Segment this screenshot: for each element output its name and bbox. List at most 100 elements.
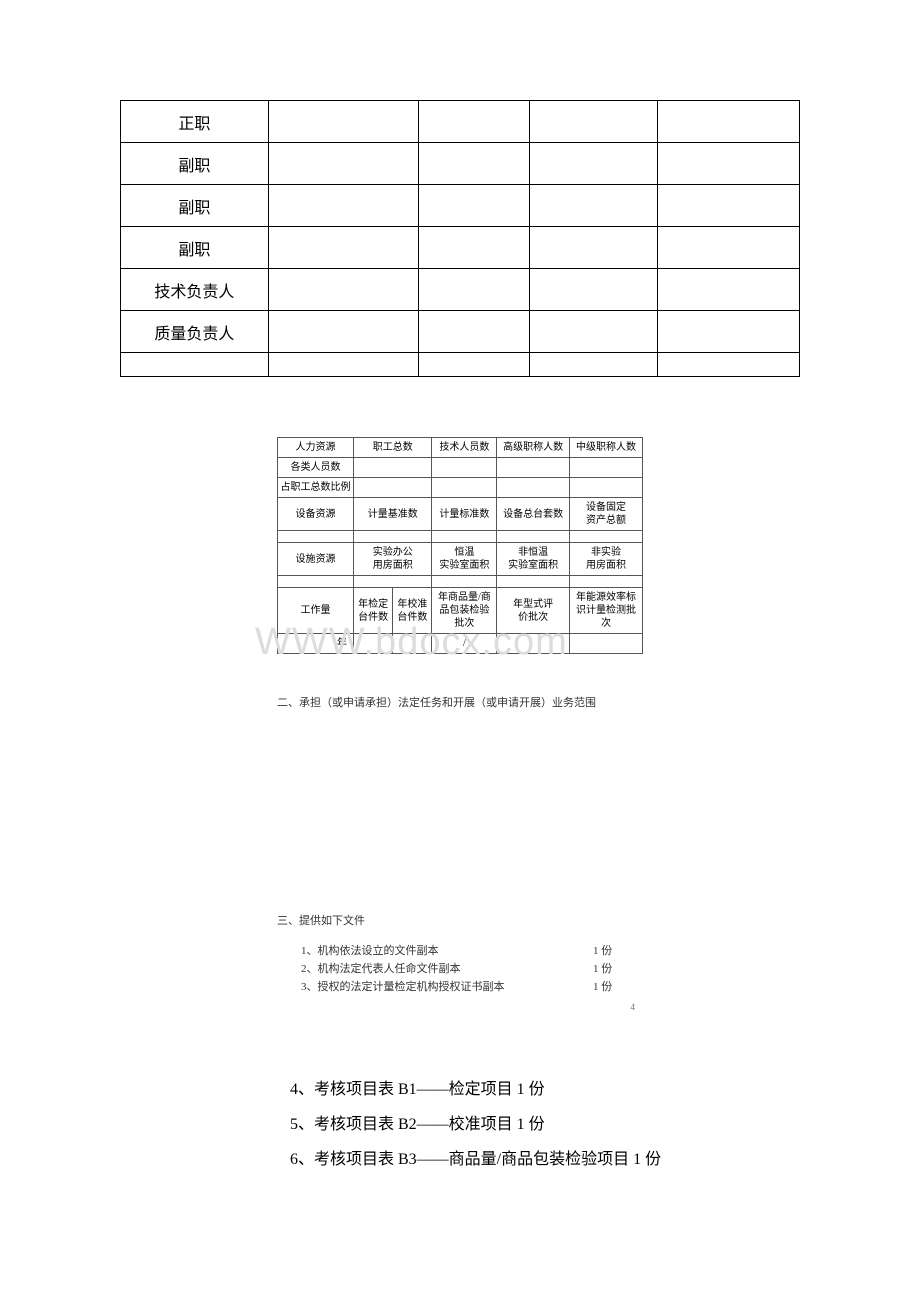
header-cell: 中级职称人数 <box>570 438 643 458</box>
header-cell: 非恒温实验室面积 <box>497 543 570 576</box>
file-count: 1 份 <box>593 960 643 976</box>
empty-cell <box>530 227 658 269</box>
header-cell: 年商品量/商品包装检验批次 <box>432 588 497 634</box>
role-cell: 正职 <box>121 101 269 143</box>
table-row: 副职 <box>121 143 800 185</box>
file-row: 3、授权的法定计量检定机构授权证书副本 1 份 <box>301 978 643 994</box>
empty-cell <box>497 576 570 588</box>
section-2: 二、承担（或申请承担）法定任务和开展（或申请开展）业务范围 <box>277 694 643 872</box>
empty-cell <box>658 269 800 311</box>
header-cell: 技术人员数 <box>432 438 497 458</box>
body-line: 5、考核项目表 B2——校准项目 1 份 <box>290 1107 810 1142</box>
empty-cell <box>570 531 643 543</box>
table-row: 人力资源 职工总数 技术人员数 高级职称人数 中级职称人数 <box>278 438 643 458</box>
empty-cell <box>497 458 570 478</box>
role-cell <box>121 353 269 377</box>
role-cell: 副职 <box>121 227 269 269</box>
header-cell: 设备总台套数 <box>497 498 570 531</box>
table-row: 年 / <box>278 634 643 654</box>
header-cell: 职工总数 <box>354 438 432 458</box>
empty-cell <box>530 311 658 353</box>
empty-cell <box>432 576 497 588</box>
empty-cell <box>278 576 354 588</box>
table-row: 质量负责人 <box>121 311 800 353</box>
table-row: 各类人员数 <box>278 458 643 478</box>
empty-cell <box>268 185 418 227</box>
empty-cell <box>530 353 658 377</box>
empty-cell <box>570 634 643 654</box>
personnel-table: 正职 副职 副职 副职 技术负责人 <box>120 100 800 377</box>
header-cell: 工作量 <box>278 588 354 634</box>
table-row: 设施资源 实验办公用房面积 恒温实验室面积 非恒温实验室面积 非实验用房面积 <box>278 543 643 576</box>
empty-cell <box>268 101 418 143</box>
empty-cell <box>658 101 800 143</box>
label-cell: 各类人员数 <box>278 458 354 478</box>
empty-cell <box>658 353 800 377</box>
header-cell: 人力资源 <box>278 438 354 458</box>
empty-cell <box>530 143 658 185</box>
empty-cell <box>393 634 432 654</box>
header-cell: 恒温实验室面积 <box>432 543 497 576</box>
empty-cell <box>530 185 658 227</box>
table-row <box>278 531 643 543</box>
empty-cell <box>432 531 497 543</box>
file-label: 2、机构法定代表人任命文件副本 <box>301 960 593 976</box>
empty-cell <box>354 634 393 654</box>
header-cell: 年型式评价批次 <box>497 588 570 634</box>
file-count: 1 份 <box>593 942 643 958</box>
header-cell: 年校准台件数 <box>393 588 432 634</box>
section-3: 三、提供如下文件 1、机构依法设立的文件副本 1 份 2、机构法定代表人任命文件… <box>277 912 643 1012</box>
header-cell: 设备固定资产总额 <box>570 498 643 531</box>
role-cell: 质量负责人 <box>121 311 269 353</box>
empty-cell <box>268 311 418 353</box>
empty-cell <box>418 311 530 353</box>
role-cell: 副职 <box>121 143 269 185</box>
header-cell: 计量标准数 <box>432 498 497 531</box>
table-row <box>121 353 800 377</box>
table-row: 副职 <box>121 227 800 269</box>
empty-cell <box>268 143 418 185</box>
table-row: 技术负责人 <box>121 269 800 311</box>
file-label: 1、机构依法设立的文件副本 <box>301 942 593 958</box>
table-row: 正职 <box>121 101 800 143</box>
empty-cell <box>658 227 800 269</box>
body-line: 4、考核项目表 B1——检定项目 1 份 <box>290 1072 810 1107</box>
year-cell: 年 <box>278 634 354 654</box>
empty-cell <box>432 478 497 498</box>
role-cell: 技术负责人 <box>121 269 269 311</box>
empty-cell <box>354 576 432 588</box>
empty-cell <box>418 227 530 269</box>
header-cell: 高级职称人数 <box>497 438 570 458</box>
label-cell: 占职工总数比例 <box>278 478 354 498</box>
empty-cell <box>268 353 418 377</box>
empty-cell <box>497 478 570 498</box>
empty-cell <box>354 531 432 543</box>
section-3-title: 三、提供如下文件 <box>277 912 643 928</box>
empty-cell <box>497 531 570 543</box>
empty-cell <box>570 478 643 498</box>
empty-cell <box>268 227 418 269</box>
header-cell: 设备资源 <box>278 498 354 531</box>
empty-cell <box>418 143 530 185</box>
body-line: 6、考核项目表 B3——商品量/商品包装检验项目 1 份 <box>290 1142 810 1177</box>
empty-cell <box>530 101 658 143</box>
empty-cell <box>570 576 643 588</box>
empty-cell <box>418 269 530 311</box>
empty-cell <box>658 185 800 227</box>
empty-cell <box>418 101 530 143</box>
file-count: 1 份 <box>593 978 643 994</box>
header-cell: 年检定台件数 <box>354 588 393 634</box>
page-number: 4 <box>277 1002 643 1012</box>
table-row: 占职工总数比例 <box>278 478 643 498</box>
file-label: 3、授权的法定计量检定机构授权证书副本 <box>301 978 593 994</box>
header-cell: 设施资源 <box>278 543 354 576</box>
file-row: 1、机构依法设立的文件副本 1 份 <box>301 942 643 958</box>
header-cell: 计量基准数 <box>354 498 432 531</box>
table-row: 副职 <box>121 185 800 227</box>
empty-cell <box>530 269 658 311</box>
empty-cell <box>278 531 354 543</box>
empty-cell <box>418 353 530 377</box>
body-text: 4、考核项目表 B1——检定项目 1 份 5、考核项目表 B2——校准项目 1 … <box>290 1072 810 1178</box>
empty-cell <box>268 269 418 311</box>
resources-table: 人力资源 职工总数 技术人员数 高级职称人数 中级职称人数 各类人员数 占职工总… <box>277 437 643 654</box>
